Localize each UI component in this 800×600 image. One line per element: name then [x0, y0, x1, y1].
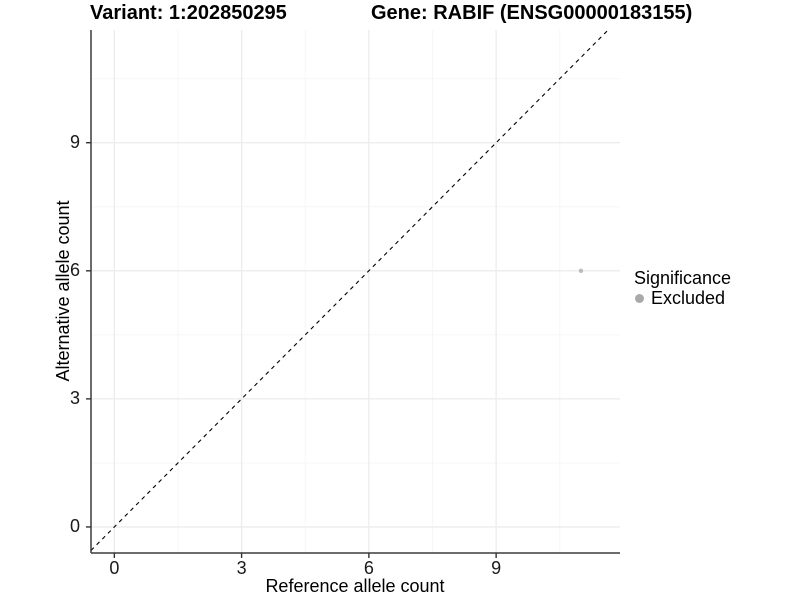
legend-title: Significance [634, 268, 732, 288]
x-tick-label: 6 [363, 558, 374, 578]
y-axis-title: Alternative allele count [53, 200, 73, 382]
y-tick-label: 9 [69, 131, 80, 152]
x-tick-label: 0 [109, 558, 120, 578]
y-tick-label: 0 [69, 515, 80, 536]
x-axis-title: Reference allele count [265, 576, 445, 596]
gene-title: Gene: RABIF (ENSG00000183155) [371, 2, 693, 24]
variant-title: Variant: 1:202850295 [90, 2, 287, 24]
data-point [578, 268, 584, 273]
y-tick-label: 6 [69, 259, 80, 280]
y-tick-label: 3 [69, 387, 80, 408]
identity-line [90, 29, 609, 551]
excluded-marker-icon [635, 294, 644, 303]
x-tick-label: 3 [236, 558, 247, 578]
legend-entry-label: Excluded [651, 288, 726, 308]
legend: Significance Excluded [632, 269, 731, 308]
legend-entry-excluded: Excluded [632, 289, 731, 308]
x-tick-label: 9 [491, 558, 502, 578]
